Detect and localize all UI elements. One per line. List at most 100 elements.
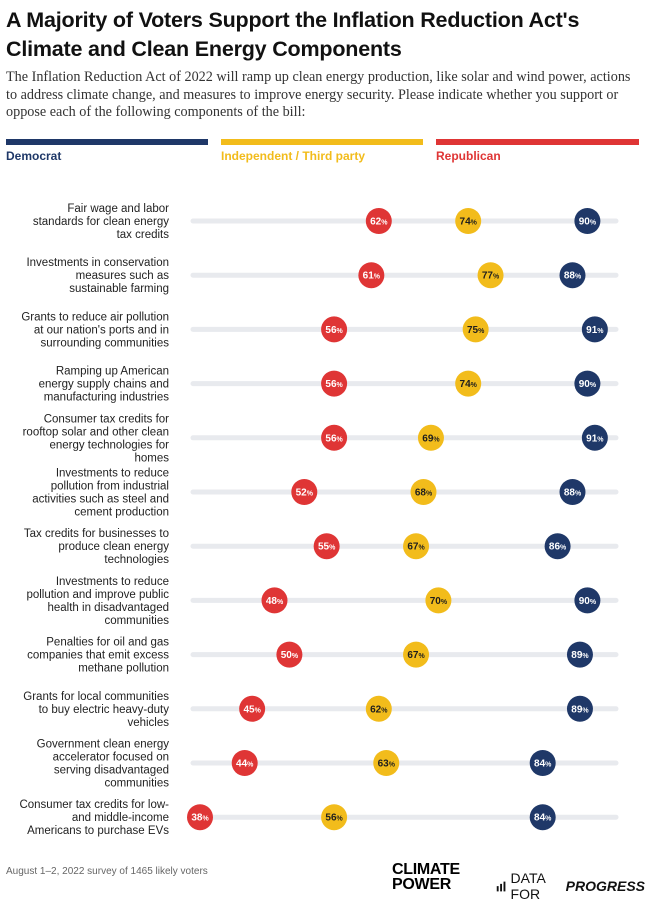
dot-label-democrat: 91% [586, 433, 604, 444]
dot-percent: % [337, 436, 344, 443]
row-label-line: Grants for local communities [23, 691, 169, 703]
dot-label-independent: 74% [460, 379, 478, 390]
dot-value: 88 [564, 488, 576, 499]
row-label: Government clean energy accelerator focus… [37, 739, 170, 790]
dot-value: 63 [378, 759, 390, 770]
chart-row: Ramping up American energy supply chains … [39, 366, 619, 404]
dot-democrat [566, 695, 593, 722]
dot-label-independent: 69% [422, 433, 440, 444]
dot-value: 56 [325, 813, 337, 824]
dot-percent: % [381, 707, 388, 714]
dot-label-independent: 70% [430, 596, 448, 607]
row-label-line: energy supply chains and [39, 379, 169, 391]
chart-row: Grants to reduce air pollution at our nat… [21, 311, 619, 349]
row-label-line: tax credits [117, 229, 170, 241]
dot-label-republican: 61% [363, 271, 381, 282]
row-label-line: communities [104, 778, 169, 790]
dot-value: 44 [236, 759, 248, 770]
dot-value: 74 [460, 217, 472, 228]
dot-value: 90 [579, 379, 591, 390]
dot-label-democrat: 86% [549, 542, 567, 553]
row-label-line: pollution from industrial [51, 481, 169, 493]
dot-label-independent: 67% [407, 650, 425, 661]
dot-republican [231, 750, 258, 776]
dot-value: 52 [296, 488, 308, 499]
data-for-progress-logo: DATA FOR PROGRESS [496, 870, 645, 902]
dot-value: 62 [370, 217, 382, 228]
dot-value: 84 [534, 759, 546, 770]
dot-percent: % [255, 707, 262, 714]
row-label-line: Investments to reduce [56, 576, 169, 588]
row-label-line: at our nation's ports and in [34, 324, 169, 336]
dot-value: 50 [281, 650, 293, 661]
dot-value: 89 [571, 704, 583, 715]
climate-power-logo-line1: CLIMATE [392, 861, 460, 878]
dot-democrat [581, 316, 608, 343]
row-label-line: serving disadvantaged [54, 765, 169, 777]
row-label: Fair wage and labor standards for clean e… [33, 203, 169, 241]
dfp-logo-suffix: PROGRESS [565, 878, 645, 894]
row-label-line: sustainable farming [69, 283, 169, 295]
dot-independent [365, 695, 392, 722]
dot-value: 69 [422, 433, 434, 444]
legend-label-independent: Independent / Third party [221, 149, 366, 163]
climate-power-logo-line2: POWER [392, 876, 451, 893]
dot-percent: % [277, 599, 284, 606]
dot-percent: % [389, 762, 396, 769]
dot-democrat [574, 370, 601, 397]
dot-percent: % [590, 220, 597, 227]
climate-power-logo: CLIMATE POWER [392, 861, 460, 893]
dot-republican [291, 479, 318, 505]
dot-republican [276, 641, 303, 668]
dot-percent: % [471, 382, 478, 389]
dot-percent: % [590, 599, 597, 606]
dot-value: 48 [266, 596, 278, 607]
dot-percent: % [575, 274, 582, 281]
chart-row: Tax credits for businesses to produce cle… [24, 528, 619, 566]
dot-percent: % [478, 328, 485, 335]
chart-row: Investments in conservation measures such… [26, 257, 619, 295]
dot-value: 77 [482, 271, 494, 282]
row-label-line: communities [104, 615, 169, 627]
chart-row: Grants for local communities to buy elect… [23, 691, 619, 729]
dot-republican [365, 208, 392, 234]
dot-label-democrat: 91% [586, 325, 604, 336]
dot-independent [403, 533, 430, 560]
dot-percent: % [590, 382, 597, 389]
chart-row: Investments to reduce pollution and impro… [26, 576, 619, 627]
dot-percent: % [426, 491, 433, 498]
dot-republican [321, 424, 348, 451]
row-label-line: Investments in conservation [26, 257, 169, 269]
row-label-line: cement production [74, 507, 169, 519]
legend-swatch-independent [221, 139, 423, 145]
legend-label-republican: Republican [436, 149, 501, 163]
row-label-line: activities such as steel and [32, 494, 169, 506]
dot-value: 56 [325, 325, 337, 336]
row-label-line: technologies [104, 554, 169, 566]
dot-value: 91 [586, 433, 598, 444]
row-label: Penalties for oil and gas companies that … [27, 637, 169, 675]
dot-value: 74 [460, 379, 472, 390]
dot-independent [321, 804, 348, 831]
row-label-line: vehicles [127, 717, 169, 729]
dot-percent: % [329, 545, 336, 552]
dot-percent: % [337, 382, 344, 389]
row-label-line: measures such as [76, 270, 170, 282]
dot-value: 90 [579, 596, 591, 607]
dot-label-independent: 67% [407, 542, 425, 553]
dot-value: 91 [586, 325, 598, 336]
dot-democrat [574, 587, 601, 614]
dot-independent [403, 641, 430, 668]
dot-value: 56 [325, 433, 337, 444]
row-label-line: Investments to reduce [56, 468, 169, 480]
dot-value: 70 [430, 596, 442, 607]
dot-value: 38 [191, 813, 203, 824]
dot-republican [321, 316, 348, 343]
dot-label-independent: 63% [378, 759, 396, 770]
dot-percent: % [418, 545, 425, 552]
dot-label-independent: 75% [467, 325, 485, 336]
dot-democrat [559, 479, 586, 505]
row-label: Investments in conservation measures such… [26, 257, 169, 295]
row-label-line: companies that emit excess [27, 650, 169, 662]
dot-label-democrat: 90% [579, 596, 597, 607]
